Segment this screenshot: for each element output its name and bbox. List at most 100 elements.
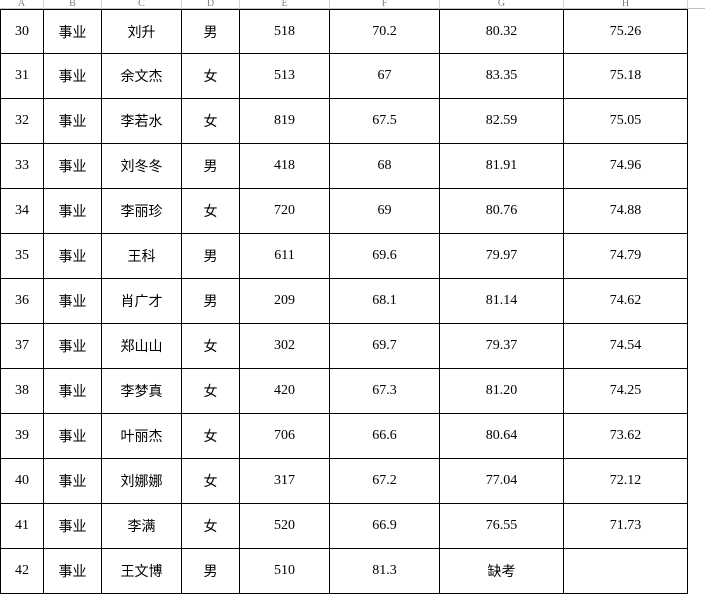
cell[interactable]: 41: [0, 504, 44, 549]
cell[interactable]: 75.26: [564, 9, 688, 54]
col-header-c[interactable]: C: [102, 0, 182, 8]
cell[interactable]: 32: [0, 99, 44, 144]
cell[interactable]: 75.05: [564, 99, 688, 144]
cell[interactable]: 李丽珍: [102, 189, 182, 234]
col-header-g[interactable]: G: [440, 0, 564, 8]
cell[interactable]: 81.3: [330, 549, 440, 594]
cell[interactable]: 男: [182, 234, 240, 279]
cell[interactable]: 叶丽杰: [102, 414, 182, 459]
cell[interactable]: 74.25: [564, 369, 688, 414]
cell[interactable]: 79.37: [440, 324, 564, 369]
cell[interactable]: 66.6: [330, 414, 440, 459]
cell[interactable]: 73.62: [564, 414, 688, 459]
cell[interactable]: 80.64: [440, 414, 564, 459]
cell[interactable]: 李梦真: [102, 369, 182, 414]
cell[interactable]: 35: [0, 234, 44, 279]
cell[interactable]: 事业: [44, 414, 102, 459]
cell[interactable]: 80.32: [440, 9, 564, 54]
cell[interactable]: 80.76: [440, 189, 564, 234]
cell[interactable]: 67.2: [330, 459, 440, 504]
cell[interactable]: 30: [0, 9, 44, 54]
cell[interactable]: 77.04: [440, 459, 564, 504]
cell[interactable]: 83.35: [440, 54, 564, 99]
cell[interactable]: 317: [240, 459, 330, 504]
cell[interactable]: 事业: [44, 279, 102, 324]
cell[interactable]: 男: [182, 144, 240, 189]
cell[interactable]: 36: [0, 279, 44, 324]
cell[interactable]: 420: [240, 369, 330, 414]
cell[interactable]: 事业: [44, 549, 102, 594]
cell[interactable]: 68: [330, 144, 440, 189]
cell[interactable]: 74.96: [564, 144, 688, 189]
cell[interactable]: 67.5: [330, 99, 440, 144]
cell[interactable]: 王科: [102, 234, 182, 279]
cell[interactable]: 缺考: [440, 549, 564, 594]
cell[interactable]: 69.7: [330, 324, 440, 369]
cell[interactable]: 事业: [44, 504, 102, 549]
cell[interactable]: 女: [182, 99, 240, 144]
cell[interactable]: 67: [330, 54, 440, 99]
col-header-h[interactable]: H: [564, 0, 688, 8]
cell[interactable]: 女: [182, 459, 240, 504]
cell[interactable]: 31: [0, 54, 44, 99]
cell[interactable]: 事业: [44, 234, 102, 279]
cell[interactable]: 39: [0, 414, 44, 459]
cell[interactable]: 71.73: [564, 504, 688, 549]
cell[interactable]: 69: [330, 189, 440, 234]
col-header-a[interactable]: A: [0, 0, 44, 8]
cell[interactable]: 事业: [44, 459, 102, 504]
cell[interactable]: 事业: [44, 99, 102, 144]
cell[interactable]: 67.3: [330, 369, 440, 414]
cell[interactable]: 74.79: [564, 234, 688, 279]
col-header-b[interactable]: B: [44, 0, 102, 8]
cell[interactable]: 男: [182, 279, 240, 324]
cell[interactable]: 余文杰: [102, 54, 182, 99]
cell[interactable]: 刘冬冬: [102, 144, 182, 189]
cell[interactable]: 女: [182, 504, 240, 549]
cell[interactable]: 42: [0, 549, 44, 594]
cell[interactable]: 74.62: [564, 279, 688, 324]
cell[interactable]: 81.20: [440, 369, 564, 414]
cell[interactable]: 38: [0, 369, 44, 414]
cell[interactable]: 720: [240, 189, 330, 234]
cell[interactable]: 82.59: [440, 99, 564, 144]
cell[interactable]: 男: [182, 549, 240, 594]
cell[interactable]: 刘升: [102, 9, 182, 54]
cell[interactable]: 74.88: [564, 189, 688, 234]
cell[interactable]: 刘娜娜: [102, 459, 182, 504]
cell[interactable]: 事业: [44, 54, 102, 99]
cell[interactable]: 郑山山: [102, 324, 182, 369]
cell[interactable]: 王文博: [102, 549, 182, 594]
cell[interactable]: 事业: [44, 144, 102, 189]
cell[interactable]: 李若水: [102, 99, 182, 144]
col-header-d[interactable]: D: [182, 0, 240, 8]
cell[interactable]: 女: [182, 189, 240, 234]
cell[interactable]: 李满: [102, 504, 182, 549]
cell[interactable]: 事业: [44, 369, 102, 414]
cell[interactable]: 女: [182, 369, 240, 414]
col-header-f[interactable]: F: [330, 0, 440, 8]
cell[interactable]: 520: [240, 504, 330, 549]
cell[interactable]: 72.12: [564, 459, 688, 504]
cell[interactable]: [564, 549, 688, 594]
cell[interactable]: 611: [240, 234, 330, 279]
cell[interactable]: 37: [0, 324, 44, 369]
cell[interactable]: 68.1: [330, 279, 440, 324]
cell[interactable]: 40: [0, 459, 44, 504]
cell[interactable]: 33: [0, 144, 44, 189]
cell[interactable]: 34: [0, 189, 44, 234]
cell[interactable]: 81.14: [440, 279, 564, 324]
cell[interactable]: 66.9: [330, 504, 440, 549]
cell[interactable]: 418: [240, 144, 330, 189]
cell[interactable]: 女: [182, 54, 240, 99]
cell[interactable]: 女: [182, 324, 240, 369]
cell[interactable]: 74.54: [564, 324, 688, 369]
cell[interactable]: 513: [240, 54, 330, 99]
cell[interactable]: 76.55: [440, 504, 564, 549]
cell[interactable]: 302: [240, 324, 330, 369]
cell[interactable]: 肖广才: [102, 279, 182, 324]
cell[interactable]: 事业: [44, 189, 102, 234]
cell[interactable]: 209: [240, 279, 330, 324]
cell[interactable]: 事业: [44, 9, 102, 54]
col-header-e[interactable]: E: [240, 0, 330, 8]
